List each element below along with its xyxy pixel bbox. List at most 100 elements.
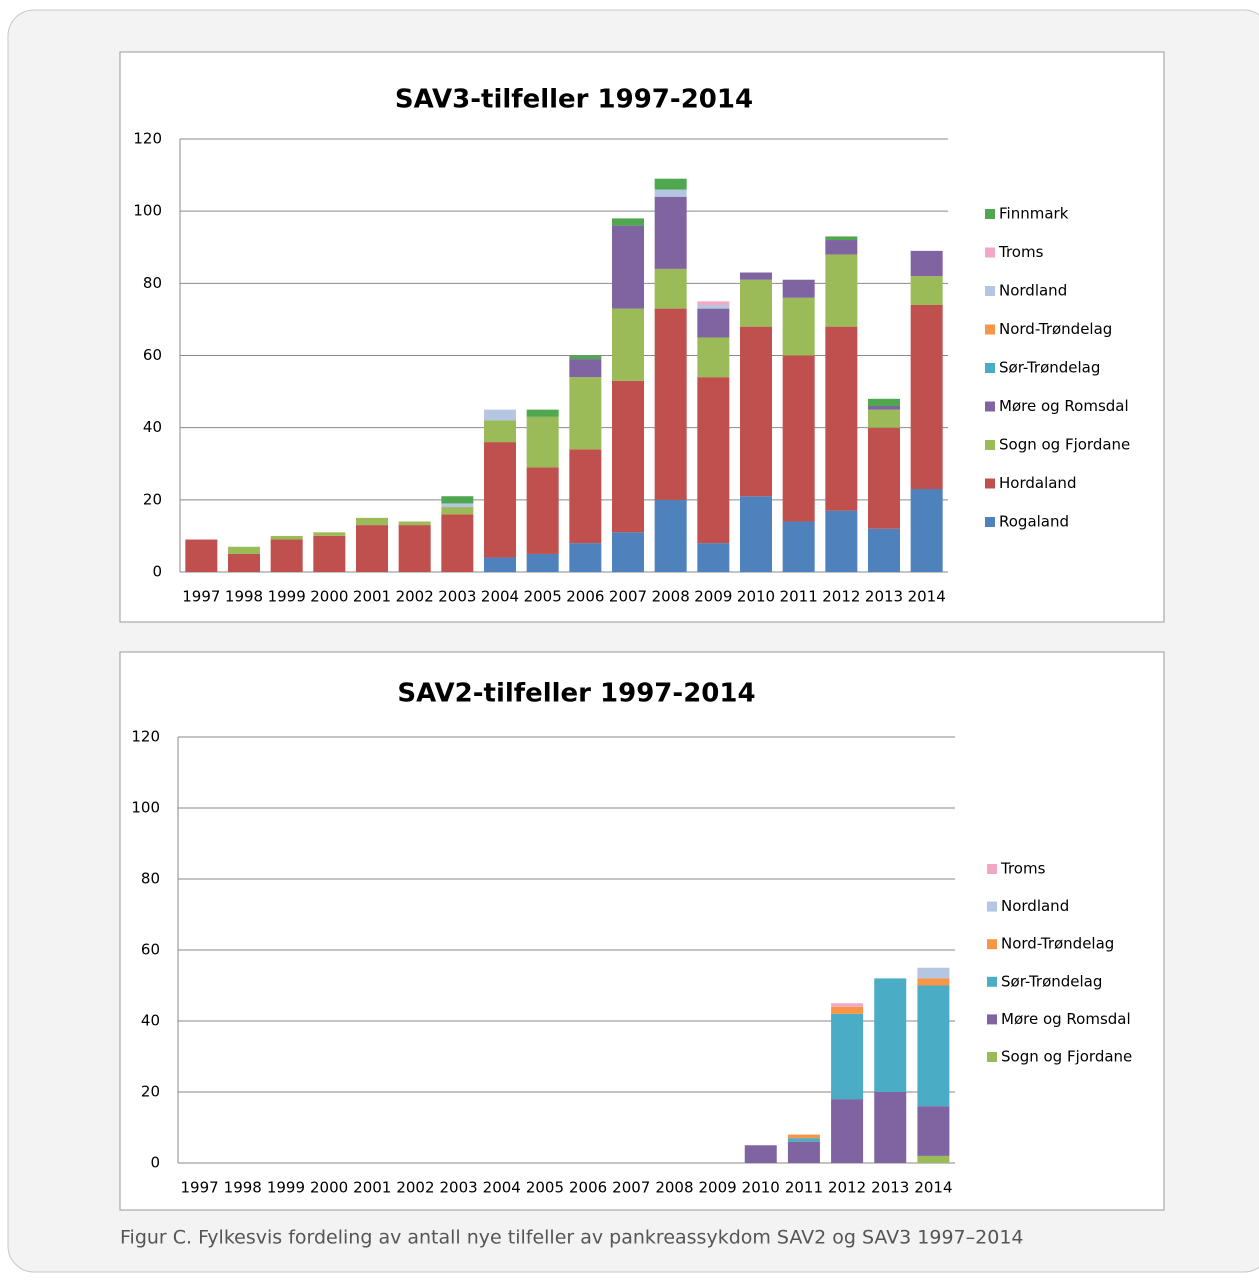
x-tick-label: 2007: [612, 1179, 650, 1197]
y-tick-label: 40: [141, 1012, 160, 1030]
x-tick-label: 2014: [908, 588, 946, 606]
bar-segment: [740, 272, 772, 280]
bar-segment: [484, 420, 516, 443]
chart-frame: [119, 651, 1165, 1211]
bar-segment: [697, 308, 730, 338]
bar-segment: [831, 1003, 864, 1007]
bar-segment: [441, 514, 474, 572]
y-tick-label: 80: [143, 274, 162, 292]
bar-segment: [831, 1006, 864, 1014]
bar-segment: [569, 449, 602, 544]
caption: Figur C. Fylkesvis fordeling av antall n…: [120, 1227, 1024, 1249]
legend-label: Nord-Trøndelag: [1001, 935, 1114, 953]
x-tick-label: 1997: [182, 588, 220, 606]
bar-segment: [782, 521, 815, 572]
legend-label: Hordaland: [999, 474, 1076, 492]
bar-segment: [612, 380, 644, 533]
bar-segment: [270, 539, 303, 572]
y-tick-label: 60: [141, 941, 160, 959]
bar-segment: [356, 517, 388, 526]
x-tick-label: 2001: [353, 588, 391, 606]
y-tick-label: 120: [133, 130, 162, 148]
bar-segment: [569, 377, 602, 450]
bar-segment: [526, 416, 559, 468]
bar-segment: [910, 276, 943, 305]
chart-title: SAV3-tilfeller 1997-2014: [395, 85, 753, 115]
x-tick-label: 2008: [655, 1179, 693, 1197]
y-tick-label: 20: [143, 490, 162, 508]
legend-swatch: [985, 209, 995, 219]
bar-segment: [787, 1141, 820, 1163]
x-tick-label: 2011: [780, 588, 818, 606]
bar-segment: [569, 359, 602, 378]
x-tick-label: 2002: [396, 588, 434, 606]
x-tick-label: 2009: [698, 1179, 736, 1197]
legend-swatch: [987, 976, 997, 987]
legend-swatch: [985, 247, 995, 258]
bar-segment: [612, 308, 644, 381]
bar-segment: [917, 1155, 950, 1163]
legend-swatch: [985, 478, 995, 489]
legend-label: Sør-Trøndelag: [999, 359, 1100, 377]
x-tick-label: 2010: [742, 1179, 780, 1197]
x-tick-label: 2012: [822, 588, 860, 606]
y-tick-label: 20: [141, 1083, 160, 1101]
bar-segment: [910, 250, 943, 277]
legend-label: Troms: [998, 243, 1044, 261]
bar-segment: [526, 553, 559, 572]
x-tick-label: 2009: [694, 588, 732, 606]
bar-segment: [825, 326, 858, 511]
bar-segment: [654, 178, 687, 190]
legend-swatch: [985, 517, 995, 527]
bar-segment: [441, 503, 474, 508]
y-tick-label: 0: [150, 1154, 160, 1172]
bar-segment: [744, 1145, 777, 1163]
y-tick-label: 0: [152, 563, 162, 581]
bar-segment: [917, 1106, 950, 1156]
bar-segment: [825, 254, 858, 327]
bar-segment: [185, 539, 218, 572]
bar-segment: [868, 398, 900, 407]
x-tick-label: 2013: [865, 588, 903, 606]
bar-segment: [612, 532, 644, 572]
y-tick-label: 40: [143, 418, 162, 436]
legend-swatch: [987, 1014, 997, 1025]
y-tick-label: 100: [131, 799, 160, 817]
legend-swatch: [985, 440, 995, 450]
bar-segment: [654, 268, 687, 309]
x-tick-label: 2003: [439, 1179, 477, 1197]
bar-segment: [228, 546, 260, 554]
x-tick-label: 1999: [267, 1179, 305, 1197]
bar-segment: [526, 409, 559, 417]
bar-segment: [697, 377, 730, 544]
x-tick-label: 2008: [652, 588, 690, 606]
bar-segment: [569, 355, 602, 360]
bar-segment: [441, 496, 474, 504]
bar-segment: [654, 189, 687, 197]
bar-segment: [831, 1099, 864, 1163]
x-tick-label: 2000: [310, 1179, 348, 1197]
x-tick-label: 2005: [524, 588, 562, 606]
bar-segment: [356, 525, 388, 572]
legend-swatch: [987, 864, 997, 874]
legend-label: Troms: [1000, 860, 1046, 878]
bar-segment: [782, 355, 815, 522]
x-tick-label: 2012: [828, 1179, 866, 1197]
bar-segment: [868, 406, 900, 410]
legend-label: Rogaland: [999, 513, 1069, 531]
bar-segment: [831, 1013, 864, 1100]
chart-title: SAV2-tilfeller 1997-2014: [397, 679, 755, 709]
bar-segment: [441, 507, 474, 515]
bar-segment: [782, 279, 815, 298]
x-tick-label: 2006: [569, 1179, 607, 1197]
bar-segment: [697, 337, 730, 378]
x-tick-label: 2005: [526, 1179, 564, 1197]
bar-segment: [612, 218, 644, 226]
legend-label: Sogn og Fjordane: [1001, 1048, 1132, 1066]
bar-segment: [874, 978, 907, 1092]
x-tick-label: 2004: [483, 1179, 521, 1197]
bar-segment: [917, 985, 950, 1107]
legend-label: Finnmark: [999, 205, 1069, 223]
bar-segment: [825, 510, 858, 572]
y-tick-label: 100: [133, 202, 162, 220]
